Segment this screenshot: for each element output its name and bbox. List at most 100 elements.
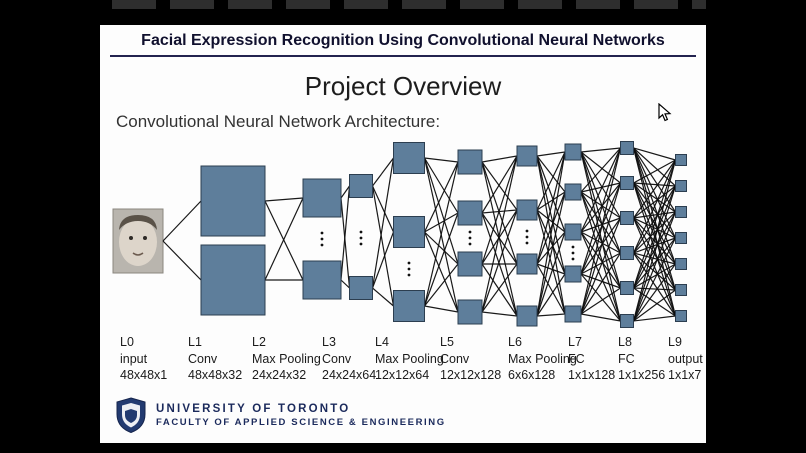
connection-line bbox=[536, 155, 566, 233]
connection-line bbox=[580, 191, 622, 254]
connection-line bbox=[340, 279, 350, 289]
connection-line bbox=[580, 191, 621, 219]
connection-line bbox=[632, 159, 677, 322]
feature-map-node-l4 bbox=[393, 216, 425, 248]
layer-id: L9 bbox=[668, 335, 682, 349]
connection-line bbox=[632, 147, 677, 213]
feature-map-node-l3 bbox=[349, 276, 373, 300]
ellipsis-dot bbox=[571, 245, 575, 249]
connection-line bbox=[633, 211, 676, 254]
feature-map-node-l9 bbox=[675, 310, 687, 322]
connection-line bbox=[340, 185, 351, 281]
layer-id: L1 bbox=[188, 335, 202, 349]
cursor-arrow-icon bbox=[658, 102, 672, 122]
ellipsis-dot bbox=[525, 229, 529, 233]
connection-line bbox=[424, 231, 459, 265]
connection-line bbox=[536, 263, 566, 275]
connection-line bbox=[536, 155, 566, 193]
connection-line bbox=[371, 231, 395, 289]
connection-line bbox=[580, 147, 622, 315]
ellipsis-dot bbox=[359, 230, 363, 234]
feature-map-node-l3 bbox=[349, 174, 373, 198]
feature-map-node-l6 bbox=[516, 199, 538, 221]
layer-label-l4: L4 Max Pooling 12x12x64 bbox=[375, 334, 444, 384]
connection-line bbox=[481, 155, 518, 265]
layer-dims: 1x1x7 bbox=[668, 368, 702, 382]
feature-map-node-l1 bbox=[200, 165, 266, 237]
connection-line bbox=[632, 237, 677, 322]
feature-map-node-l7 bbox=[564, 305, 582, 323]
network-svg bbox=[112, 141, 687, 328]
connection-line bbox=[633, 289, 676, 322]
layer-name: Conv bbox=[188, 351, 218, 366]
ellipsis-dot bbox=[571, 251, 575, 255]
layer-label-l7: L7 FC 1x1x128 bbox=[568, 334, 615, 384]
connection-line bbox=[633, 263, 676, 289]
feature-map-node-l7 bbox=[564, 223, 582, 241]
connection-line bbox=[536, 273, 566, 317]
layer-name: Max Pooling bbox=[375, 351, 444, 366]
connection-line bbox=[580, 147, 622, 275]
connection-line bbox=[264, 197, 304, 202]
layer-label-l9: L9 output 1x1x7 bbox=[668, 334, 703, 384]
layer-label-l2: L2 Max Pooling 24x24x32 bbox=[252, 334, 321, 384]
feature-map-node-l8 bbox=[620, 176, 634, 190]
feature-map-node-l8 bbox=[620, 314, 634, 328]
connection-line bbox=[580, 217, 622, 315]
footer-branding: UNIVERSITY OF TORONTO FACULTY OF APPLIED… bbox=[116, 397, 446, 433]
feature-map-node-l4 bbox=[393, 142, 425, 174]
connection-line bbox=[536, 191, 566, 265]
connection-line bbox=[633, 185, 676, 219]
connection-line bbox=[536, 151, 566, 211]
connection-line bbox=[536, 151, 566, 157]
feature-map-node-l9 bbox=[675, 154, 687, 166]
layer-label-l6: L6 Max Pooling 6x6x128 bbox=[508, 334, 577, 384]
connection-line bbox=[580, 273, 621, 289]
feature-map-node-l1 bbox=[200, 244, 266, 316]
connection-line bbox=[580, 147, 622, 233]
connection-line bbox=[633, 252, 676, 317]
footer-faculty-name: FACULTY OF APPLIED SCIENCE & ENGINEERING bbox=[156, 416, 446, 428]
connection-line bbox=[423, 161, 459, 233]
feature-map-node-l9 bbox=[675, 180, 687, 192]
layer-label-l0: L0 input 48x48x1 bbox=[120, 334, 167, 384]
connection-line bbox=[633, 237, 676, 254]
layer-dims: 1x1x128 bbox=[568, 368, 616, 382]
layer-dims: 12x12x128 bbox=[440, 368, 502, 382]
input-face-image bbox=[112, 208, 164, 274]
layer-dims: 12x12x64 bbox=[375, 368, 430, 382]
thumbnail-strip bbox=[112, 0, 706, 9]
connection-line bbox=[536, 151, 566, 317]
connection-line bbox=[536, 209, 566, 233]
connection-line bbox=[423, 231, 459, 313]
section-heading: Project Overview bbox=[304, 71, 502, 101]
feature-map-node-l2 bbox=[302, 178, 342, 218]
feature-map-node-l6 bbox=[516, 305, 538, 327]
connection-line bbox=[632, 211, 677, 289]
feature-map-node-l8 bbox=[620, 211, 634, 225]
layer-name: output bbox=[668, 351, 703, 366]
connection-line bbox=[580, 231, 621, 289]
layer-dims: 24x24x32 bbox=[252, 368, 307, 382]
top-letterbox bbox=[0, 0, 806, 25]
connection-line bbox=[580, 151, 622, 254]
slide-title: Facial Expression Recognition Using Conv… bbox=[141, 32, 665, 49]
connection-line bbox=[340, 197, 351, 289]
connection-line bbox=[371, 185, 395, 233]
ellipsis-dot bbox=[525, 241, 529, 245]
connection-line bbox=[423, 157, 459, 214]
connection-line bbox=[424, 263, 459, 307]
ellipsis-dot bbox=[320, 231, 324, 235]
connection-line bbox=[481, 263, 518, 313]
layer-name: Conv bbox=[440, 351, 470, 366]
connection-line bbox=[536, 231, 566, 265]
connection-line bbox=[481, 311, 518, 317]
connection-line bbox=[481, 161, 518, 211]
layer-name: FC bbox=[618, 351, 635, 366]
connection-line bbox=[580, 252, 621, 275]
connection-line bbox=[633, 217, 676, 239]
connection-line bbox=[580, 182, 621, 233]
connection-line bbox=[371, 185, 395, 307]
layer-name: input bbox=[120, 351, 148, 366]
connection-line bbox=[580, 252, 622, 315]
